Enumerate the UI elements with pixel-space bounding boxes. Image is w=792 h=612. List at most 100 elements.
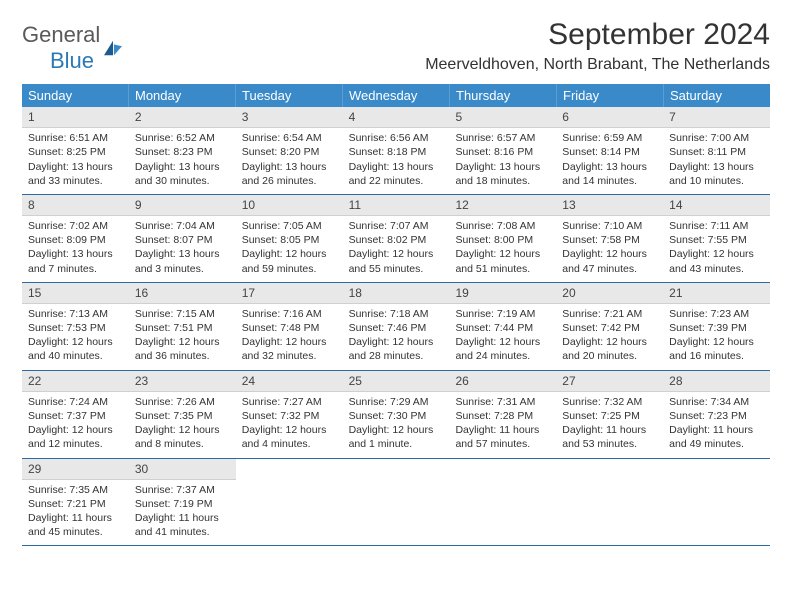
calendar-day: 19Sunrise: 7:19 AMSunset: 7:44 PMDayligh… xyxy=(449,283,556,370)
calendar-day: 16Sunrise: 7:15 AMSunset: 7:51 PMDayligh… xyxy=(129,283,236,370)
day-details: Sunrise: 6:51 AMSunset: 8:25 PMDaylight:… xyxy=(22,128,129,194)
location-subtitle: Meerveldhoven, North Brabant, The Nether… xyxy=(425,56,770,74)
day-details: Sunrise: 7:18 AMSunset: 7:46 PMDaylight:… xyxy=(343,304,450,370)
day-number: 19 xyxy=(449,283,556,304)
day-number: 11 xyxy=(343,195,450,216)
day-details: Sunrise: 6:56 AMSunset: 8:18 PMDaylight:… xyxy=(343,128,450,194)
calendar-week: 22Sunrise: 7:24 AMSunset: 7:37 PMDayligh… xyxy=(22,371,770,459)
day-number: 27 xyxy=(556,371,663,392)
day-number: 1 xyxy=(22,107,129,128)
calendar-day: 13Sunrise: 7:10 AMSunset: 7:58 PMDayligh… xyxy=(556,195,663,282)
day-number: 9 xyxy=(129,195,236,216)
day-details: Sunrise: 7:31 AMSunset: 7:28 PMDaylight:… xyxy=(449,392,556,458)
day-number: 15 xyxy=(22,283,129,304)
calendar-day: 2Sunrise: 6:52 AMSunset: 8:23 PMDaylight… xyxy=(129,107,236,194)
calendar-day: 4Sunrise: 6:56 AMSunset: 8:18 PMDaylight… xyxy=(343,107,450,194)
day-details: Sunrise: 7:27 AMSunset: 7:32 PMDaylight:… xyxy=(236,392,343,458)
calendar-day: 21Sunrise: 7:23 AMSunset: 7:39 PMDayligh… xyxy=(663,283,770,370)
day-number: 8 xyxy=(22,195,129,216)
day-number: 13 xyxy=(556,195,663,216)
calendar-day: 3Sunrise: 6:54 AMSunset: 8:20 PMDaylight… xyxy=(236,107,343,194)
calendar-day: 23Sunrise: 7:26 AMSunset: 7:35 PMDayligh… xyxy=(129,371,236,458)
calendar-day: 10Sunrise: 7:05 AMSunset: 8:05 PMDayligh… xyxy=(236,195,343,282)
day-number: 10 xyxy=(236,195,343,216)
calendar-day: 28Sunrise: 7:34 AMSunset: 7:23 PMDayligh… xyxy=(663,371,770,458)
day-details: Sunrise: 7:29 AMSunset: 7:30 PMDaylight:… xyxy=(343,392,450,458)
calendar-day: 22Sunrise: 7:24 AMSunset: 7:37 PMDayligh… xyxy=(22,371,129,458)
day-number: 21 xyxy=(663,283,770,304)
calendar-day: 26Sunrise: 7:31 AMSunset: 7:28 PMDayligh… xyxy=(449,371,556,458)
calendar-grid: SundayMondayTuesdayWednesdayThursdayFrid… xyxy=(22,84,770,546)
calendar-day xyxy=(343,459,450,546)
calendar-day: 5Sunrise: 6:57 AMSunset: 8:16 PMDaylight… xyxy=(449,107,556,194)
title-block: September 2024 Meerveldhoven, North Brab… xyxy=(425,18,770,74)
day-details: Sunrise: 7:07 AMSunset: 8:02 PMDaylight:… xyxy=(343,216,450,282)
day-number: 23 xyxy=(129,371,236,392)
calendar-day: 14Sunrise: 7:11 AMSunset: 7:55 PMDayligh… xyxy=(663,195,770,282)
day-of-week-label: Monday xyxy=(129,84,236,107)
calendar-day: 18Sunrise: 7:18 AMSunset: 7:46 PMDayligh… xyxy=(343,283,450,370)
calendar-day: 7Sunrise: 7:00 AMSunset: 8:11 PMDaylight… xyxy=(663,107,770,194)
calendar-week: 29Sunrise: 7:35 AMSunset: 7:21 PMDayligh… xyxy=(22,459,770,547)
calendar-day: 15Sunrise: 7:13 AMSunset: 7:53 PMDayligh… xyxy=(22,283,129,370)
day-number: 14 xyxy=(663,195,770,216)
day-details: Sunrise: 7:21 AMSunset: 7:42 PMDaylight:… xyxy=(556,304,663,370)
calendar-day: 9Sunrise: 7:04 AMSunset: 8:07 PMDaylight… xyxy=(129,195,236,282)
logo-word-2: Blue xyxy=(50,48,94,73)
day-number: 12 xyxy=(449,195,556,216)
day-details: Sunrise: 6:54 AMSunset: 8:20 PMDaylight:… xyxy=(236,128,343,194)
day-number: 5 xyxy=(449,107,556,128)
day-of-week-label: Thursday xyxy=(450,84,557,107)
day-details: Sunrise: 7:13 AMSunset: 7:53 PMDaylight:… xyxy=(22,304,129,370)
calendar-day: 20Sunrise: 7:21 AMSunset: 7:42 PMDayligh… xyxy=(556,283,663,370)
calendar-week: 8Sunrise: 7:02 AMSunset: 8:09 PMDaylight… xyxy=(22,195,770,283)
day-number: 30 xyxy=(129,459,236,480)
day-details: Sunrise: 7:35 AMSunset: 7:21 PMDaylight:… xyxy=(22,480,129,546)
day-details: Sunrise: 7:04 AMSunset: 8:07 PMDaylight:… xyxy=(129,216,236,282)
page-header: General Blue September 2024 Meerveldhove… xyxy=(22,18,770,74)
calendar-day xyxy=(449,459,556,546)
calendar-day: 29Sunrise: 7:35 AMSunset: 7:21 PMDayligh… xyxy=(22,459,129,546)
day-number: 28 xyxy=(663,371,770,392)
logo: General Blue xyxy=(22,22,124,74)
logo-text: General Blue xyxy=(22,22,100,74)
calendar-day: 1Sunrise: 6:51 AMSunset: 8:25 PMDaylight… xyxy=(22,107,129,194)
calendar-day: 27Sunrise: 7:32 AMSunset: 7:25 PMDayligh… xyxy=(556,371,663,458)
calendar-week: 1Sunrise: 6:51 AMSunset: 8:25 PMDaylight… xyxy=(22,107,770,195)
day-number: 20 xyxy=(556,283,663,304)
calendar-day: 17Sunrise: 7:16 AMSunset: 7:48 PMDayligh… xyxy=(236,283,343,370)
day-of-week-header: SundayMondayTuesdayWednesdayThursdayFrid… xyxy=(22,84,770,107)
day-number: 24 xyxy=(236,371,343,392)
calendar-day xyxy=(663,459,770,546)
logo-sail-icon xyxy=(102,39,124,57)
day-of-week-label: Sunday xyxy=(22,84,129,107)
day-number: 25 xyxy=(343,371,450,392)
day-number: 2 xyxy=(129,107,236,128)
day-number: 22 xyxy=(22,371,129,392)
day-details: Sunrise: 7:19 AMSunset: 7:44 PMDaylight:… xyxy=(449,304,556,370)
day-details: Sunrise: 7:23 AMSunset: 7:39 PMDaylight:… xyxy=(663,304,770,370)
day-details: Sunrise: 7:16 AMSunset: 7:48 PMDaylight:… xyxy=(236,304,343,370)
day-details: Sunrise: 7:08 AMSunset: 8:00 PMDaylight:… xyxy=(449,216,556,282)
calendar-day: 12Sunrise: 7:08 AMSunset: 8:00 PMDayligh… xyxy=(449,195,556,282)
day-of-week-label: Saturday xyxy=(664,84,770,107)
day-details: Sunrise: 7:11 AMSunset: 7:55 PMDaylight:… xyxy=(663,216,770,282)
day-details: Sunrise: 6:59 AMSunset: 8:14 PMDaylight:… xyxy=(556,128,663,194)
day-number: 26 xyxy=(449,371,556,392)
day-details: Sunrise: 7:10 AMSunset: 7:58 PMDaylight:… xyxy=(556,216,663,282)
day-details: Sunrise: 7:02 AMSunset: 8:09 PMDaylight:… xyxy=(22,216,129,282)
day-details: Sunrise: 6:52 AMSunset: 8:23 PMDaylight:… xyxy=(129,128,236,194)
day-number: 4 xyxy=(343,107,450,128)
day-of-week-label: Wednesday xyxy=(343,84,450,107)
day-details: Sunrise: 7:26 AMSunset: 7:35 PMDaylight:… xyxy=(129,392,236,458)
calendar-day: 8Sunrise: 7:02 AMSunset: 8:09 PMDaylight… xyxy=(22,195,129,282)
day-number: 16 xyxy=(129,283,236,304)
day-number: 3 xyxy=(236,107,343,128)
day-details: Sunrise: 7:05 AMSunset: 8:05 PMDaylight:… xyxy=(236,216,343,282)
day-number: 17 xyxy=(236,283,343,304)
day-number: 7 xyxy=(663,107,770,128)
day-number: 29 xyxy=(22,459,129,480)
calendar-day: 6Sunrise: 6:59 AMSunset: 8:14 PMDaylight… xyxy=(556,107,663,194)
calendar-day: 30Sunrise: 7:37 AMSunset: 7:19 PMDayligh… xyxy=(129,459,236,546)
calendar-day xyxy=(556,459,663,546)
